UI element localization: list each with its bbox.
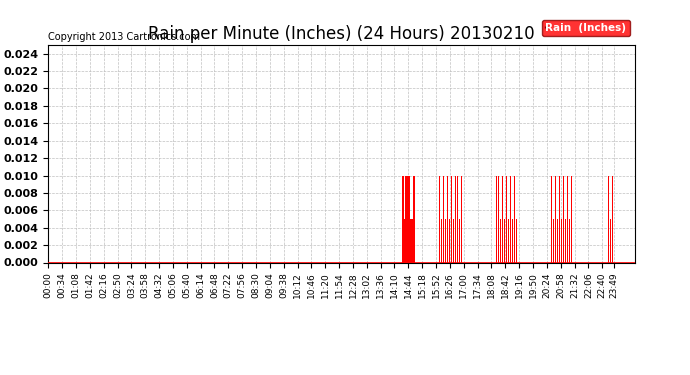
Legend: Rain  (Inches): Rain (Inches) — [542, 20, 629, 36]
Text: Copyright 2013 Cartronics.com: Copyright 2013 Cartronics.com — [48, 32, 200, 42]
Title: Rain per Minute (Inches) (24 Hours) 20130210: Rain per Minute (Inches) (24 Hours) 2013… — [148, 26, 535, 44]
